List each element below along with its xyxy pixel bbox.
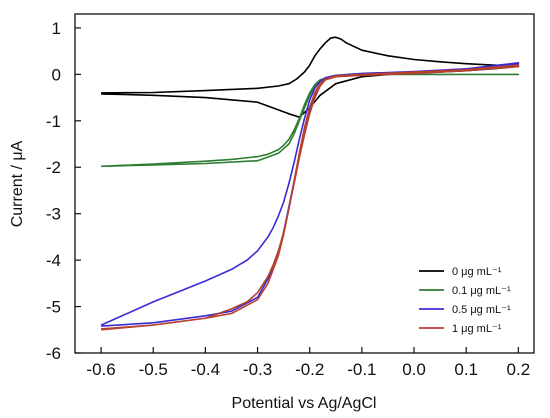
x-tick-label: -0.5	[139, 360, 168, 379]
series-layer	[100, 36, 520, 331]
y-tick-label: 1	[52, 19, 61, 38]
y-tick-label: -3	[46, 205, 61, 224]
series-line-1	[101, 73, 520, 168]
y-tick-label: -5	[46, 298, 61, 317]
x-tick-label: 0.2	[507, 360, 531, 379]
series-line-3	[101, 64, 520, 331]
legend-label-1: 0.1 μg mL⁻¹	[452, 285, 511, 297]
plot-frame	[74, 13, 535, 354]
x-tick-label: -0.6	[86, 360, 115, 379]
legend-label-3: 1 μg mL⁻¹	[452, 323, 502, 335]
x-tick-label: -0.4	[191, 360, 220, 379]
y-axis-title: Current / μA	[9, 140, 26, 227]
y-tick-label: -4	[46, 251, 61, 270]
legend-label-2: 0.5 μg mL⁻¹	[452, 304, 511, 316]
axis-ticks: -0.6 -0.5 -0.4 -0.3 -0.2 -0.1 0.0 0.1 0.2 1 0 -1 -2 -…	[46, 19, 530, 379]
x-tick-label: -0.1	[347, 360, 376, 379]
x-axis-title: Potential vs Ag/AgCl	[232, 395, 377, 412]
x-tick-label: -0.2	[295, 360, 324, 379]
legend: 0 μg mL⁻¹ 0.1 μg mL⁻¹ 0.5 μg mL⁻¹ 1 μg mL⁻¹	[419, 266, 511, 335]
x-tick-label: 0.1	[454, 360, 478, 379]
y-tick-label: -1	[46, 112, 61, 131]
y-tick-label: -2	[46, 158, 61, 177]
legend-label-0: 0 μg mL⁻¹	[452, 266, 502, 278]
x-tick-label: 0.0	[402, 360, 426, 379]
x-tick-label: -0.3	[243, 360, 272, 379]
y-tick-label: 0	[52, 65, 61, 84]
y-tick-label: -6	[46, 344, 61, 363]
